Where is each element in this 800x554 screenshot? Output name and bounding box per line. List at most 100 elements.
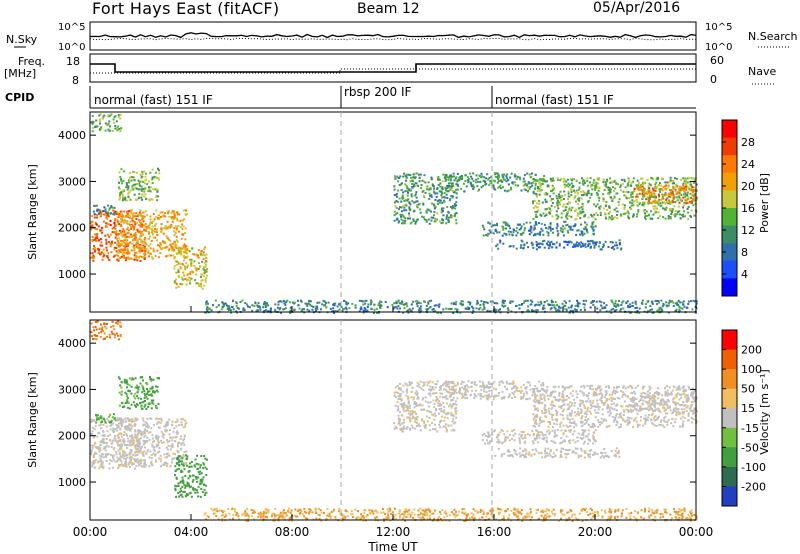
time-tick-label: 20:00 xyxy=(578,525,613,539)
radar-title: Fort Hays East (fitACF) xyxy=(92,0,280,18)
colorbar-tick-label: 12 xyxy=(741,224,755,237)
colorbar-swatch xyxy=(722,278,737,297)
heatmap-region-11 xyxy=(532,176,698,221)
heatmap-region-0 xyxy=(90,209,148,262)
time-tick-label: 00:00 xyxy=(73,525,108,539)
time-axis-label: Time UT xyxy=(367,540,418,554)
cpid-label: CPID xyxy=(5,91,34,104)
colorbar-swatch xyxy=(722,243,737,262)
colorbar-swatch xyxy=(722,427,737,448)
heatmap-region-4 xyxy=(173,454,208,498)
heatmap-region-12 xyxy=(633,183,696,205)
range-tick-label: 1000 xyxy=(58,476,86,489)
heatmap-region-12 xyxy=(632,391,698,413)
colorbar-swatch xyxy=(722,120,737,139)
heatmap-region-5 xyxy=(90,113,123,133)
colorbar-swatch xyxy=(722,447,737,468)
heatmap-region-5 xyxy=(90,320,122,341)
heatmap-region-4 xyxy=(173,246,208,290)
nsearch-label: N.Search xyxy=(748,30,798,43)
heatmap-region-7 xyxy=(393,172,458,225)
freq-label: Freq. xyxy=(18,55,45,68)
power-ylabel: Slant Range [km] xyxy=(26,164,39,260)
time-tick-label: 08:00 xyxy=(275,525,310,539)
colorbar-tick-label: -15 xyxy=(741,422,759,435)
heatmap-region-8 xyxy=(444,380,547,401)
heatmap-region-3 xyxy=(118,167,161,202)
mhz-label: [MHz] xyxy=(4,67,36,80)
noise-sky-trace xyxy=(89,32,697,39)
heatmap-region-10 xyxy=(481,220,597,237)
colorbar-tick-label: 4 xyxy=(741,268,748,281)
noise-tick-low-right: 10^0 xyxy=(705,42,732,53)
power-panel: 1000 2000 3000 4000 Slant Range [km] 4 8 12 16… xyxy=(26,111,771,314)
colorbar-swatch xyxy=(722,208,737,227)
heatmap-region-9 xyxy=(494,447,621,459)
heatmap-region-2 xyxy=(115,209,188,260)
velocity-colorbar: -200 -100 -50 -15 15 50 100 200 xyxy=(721,329,766,507)
colorbar-tick-label: 16 xyxy=(741,202,755,215)
heatmap-region-1 xyxy=(92,204,116,216)
nave-label: Nave xyxy=(748,65,776,78)
colorbar-tick-label: 100 xyxy=(741,363,762,376)
heatmap-region-8 xyxy=(444,172,546,193)
noise-tick-high-right: 10^5 xyxy=(705,22,732,33)
range-tick-label: 1000 xyxy=(58,268,86,281)
range-tick-label: 3000 xyxy=(58,383,86,396)
freq-tick-high: 18 xyxy=(66,55,80,68)
colorbar-swatch xyxy=(722,330,737,351)
nave-trace xyxy=(90,68,696,74)
time-tick-label: 00:00 xyxy=(679,525,714,539)
date-label: 05/Apr/2016 xyxy=(593,0,681,16)
noise-search-trace xyxy=(89,37,697,41)
freq-panel: Freq. [MHz] 18 8 60 0 Nave xyxy=(4,53,776,87)
heatmap-region-2 xyxy=(115,417,188,468)
colorbar-swatch xyxy=(722,369,737,390)
colorbar-tick-label: 28 xyxy=(741,136,755,149)
velocity-ylabel: Slant Range [km] xyxy=(26,372,39,468)
nsky-label: N.Sky xyxy=(6,33,38,46)
heatmap-region-10 xyxy=(481,428,597,445)
heatmap-region-9 xyxy=(495,239,623,251)
heatmap-region-1 xyxy=(95,413,117,424)
range-tick-label: 3000 xyxy=(58,175,86,188)
noise-tick-low: 10^0 xyxy=(58,42,85,53)
colorbar-swatch xyxy=(722,408,737,429)
noise-tick-high: 10^5 xyxy=(58,22,85,33)
freq-trace xyxy=(90,63,696,73)
colorbar-swatch xyxy=(722,466,737,487)
colorbar-tick-label: -50 xyxy=(741,441,759,454)
colorbar-swatch xyxy=(722,349,737,370)
velocity-colorbar-label: Velocity [m s⁻¹] xyxy=(758,369,771,454)
heatmap-region-3 xyxy=(117,376,160,410)
colorbar-tick-label: 24 xyxy=(741,158,755,171)
power-data-layer xyxy=(90,113,698,314)
colorbar-tick-label: 8 xyxy=(741,246,748,259)
time-axis: 00:00 04:00 08:00 12:00 16:00 20:00 00:00 xyxy=(73,306,714,539)
cpid-mode-1: normal (fast) 151 IF xyxy=(94,93,213,107)
heatmap-region-11 xyxy=(531,384,698,429)
colorbar-tick-label: 20 xyxy=(741,180,755,193)
nave-tick-high: 60 xyxy=(710,54,724,67)
colorbar-swatch xyxy=(722,155,737,174)
range-tick-label: 2000 xyxy=(58,222,86,235)
colorbar-tick-label: -200 xyxy=(741,480,766,493)
colorbar-tick-label: -100 xyxy=(741,461,766,474)
noise-panel: N.Sky 10^5 10^0 10^5 10^0 N.Search xyxy=(6,21,798,53)
colorbar-tick-label: 15 xyxy=(741,402,755,415)
colorbar-tick-label: 200 xyxy=(741,344,762,357)
nave-tick-low: 0 xyxy=(710,73,717,86)
colorbar-swatch xyxy=(722,172,737,191)
colorbar-swatch xyxy=(722,260,737,279)
time-tick-label: 16:00 xyxy=(477,525,512,539)
time-tick-label: 12:00 xyxy=(376,525,411,539)
heatmap-region-7 xyxy=(393,380,458,433)
colorbar-swatch xyxy=(722,190,737,209)
cpid-mode-3: normal (fast) 151 IF xyxy=(495,93,614,107)
range-tick-label: 4000 xyxy=(58,337,86,350)
velocity-panel: 1000 2000 3000 4000 Slant Range [km] -200 -1… xyxy=(26,319,771,522)
time-tick-label: 04:00 xyxy=(174,525,209,539)
colorbar-swatch xyxy=(722,388,737,409)
colorbar-swatch xyxy=(722,137,737,156)
freq-tick-low: 8 xyxy=(72,74,79,87)
